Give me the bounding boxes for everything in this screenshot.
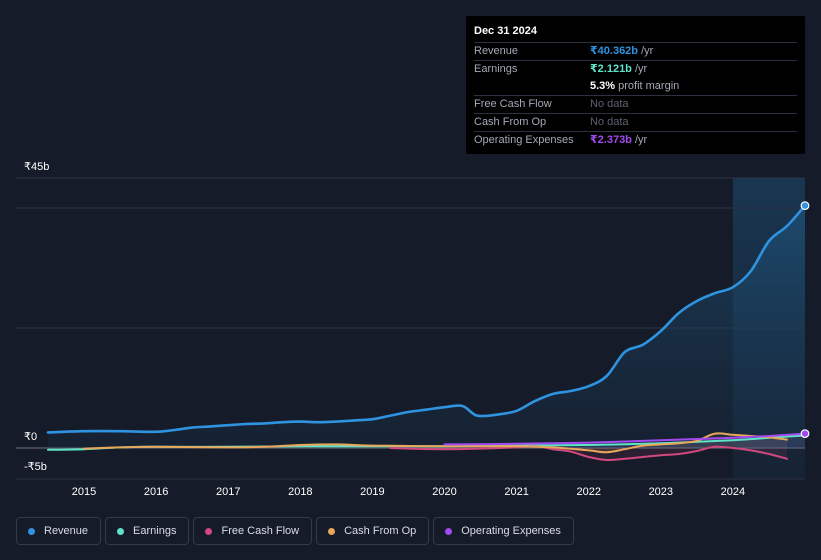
- tooltip-row-value: No data: [590, 98, 629, 110]
- legend-item-revenue[interactable]: Revenue: [16, 517, 102, 545]
- legend-dot-icon: [28, 527, 35, 535]
- tooltip-row: Revenue ₹40.362b /yr: [474, 42, 797, 60]
- legend-label: Operating Expenses: [461, 525, 561, 537]
- tooltip-row-label: Operating Expenses: [474, 134, 574, 146]
- tooltip-row: 5.3% profit margin: [474, 78, 797, 95]
- legend-label: Cash From Op: [344, 525, 417, 537]
- legend: Revenue Earnings Free Cash Flow Cash From O…: [16, 517, 578, 545]
- free-cash-flow-area: [390, 446, 787, 461]
- tooltip-row-label: Free Cash Flow: [474, 98, 552, 110]
- x-tick-label: 2020: [432, 486, 456, 498]
- x-tick-label: 2022: [576, 486, 600, 498]
- tooltip-row: Operating Expenses ₹2.373b /yr: [474, 131, 797, 149]
- legend-item-earnings[interactable]: Earnings: [105, 517, 190, 545]
- legend-dot-icon: [445, 527, 453, 535]
- revenue-earnings-chart: 2015 2016 2017 2018 2019 2020 2021 2022 2023 2024…: [16, 161, 810, 498]
- revenue-area: [48, 205, 805, 448]
- tooltip-row-label: Revenue: [474, 45, 519, 57]
- tooltip-row: Cash From Op No data: [474, 113, 797, 131]
- y-tick-label: ₹0: [24, 431, 37, 443]
- legend-item-operating-expenses[interactable]: Operating Expenses: [433, 517, 574, 545]
- x-tick-label: 2018: [288, 486, 312, 498]
- tooltip-row: Free Cash Flow No data: [474, 95, 797, 113]
- y-tick-label: ₹45b: [24, 161, 49, 173]
- legend-dot-icon: [328, 527, 336, 535]
- tooltip-date: Dec 31 2024: [474, 25, 537, 37]
- x-tick-label: 2015: [72, 486, 96, 498]
- tooltip-row-label: [474, 78, 590, 95]
- operating-expenses-end-marker: [800, 429, 810, 439]
- tooltip-row-value: ₹40.362b /yr: [590, 45, 654, 57]
- tooltip-row-label: Cash From Op: [474, 116, 547, 128]
- legend-item-free-cash-flow[interactable]: Free Cash Flow: [193, 517, 313, 545]
- tooltip-row-value: ₹2.373b /yr: [590, 134, 648, 146]
- legend-dot-icon: [205, 527, 213, 535]
- tooltip-row-value: ₹2.121b /yr: [590, 63, 648, 75]
- cash-from-op-line: [83, 432, 788, 454]
- legend-label: Earnings: [133, 525, 177, 537]
- x-tick-label: 2017: [216, 486, 240, 498]
- tooltip-row-value: No data: [590, 116, 629, 128]
- x-tick-label: 2016: [144, 486, 168, 498]
- legend-item-cash-from-op[interactable]: Cash From Op: [316, 517, 430, 545]
- legend-label: Revenue: [44, 525, 89, 537]
- x-tick-label: 2024: [721, 486, 745, 498]
- operating-expenses-line: [443, 432, 806, 446]
- x-tick-label: 2021: [504, 486, 528, 498]
- tooltip-row-value: 5.3% profit margin: [590, 80, 680, 92]
- tooltip-row-label: Earnings: [474, 63, 518, 75]
- x-tick-label: 2019: [360, 486, 384, 498]
- revenue-line: [46, 204, 807, 434]
- revenue-end-marker: [800, 201, 810, 211]
- x-tick-label: 2023: [649, 486, 673, 498]
- tooltip-row: Earnings ₹2.121b /yr: [474, 60, 797, 78]
- free-cash-flow-line: [389, 445, 788, 462]
- legend-label: Free Cash Flow: [221, 525, 300, 537]
- y-tick-label: -₹5b: [24, 461, 47, 473]
- legend-dot-icon: [117, 527, 125, 535]
- tooltip-panel: Dec 31 2024 Revenue ₹40.362b /yr Earnings ₹…: [466, 16, 805, 154]
